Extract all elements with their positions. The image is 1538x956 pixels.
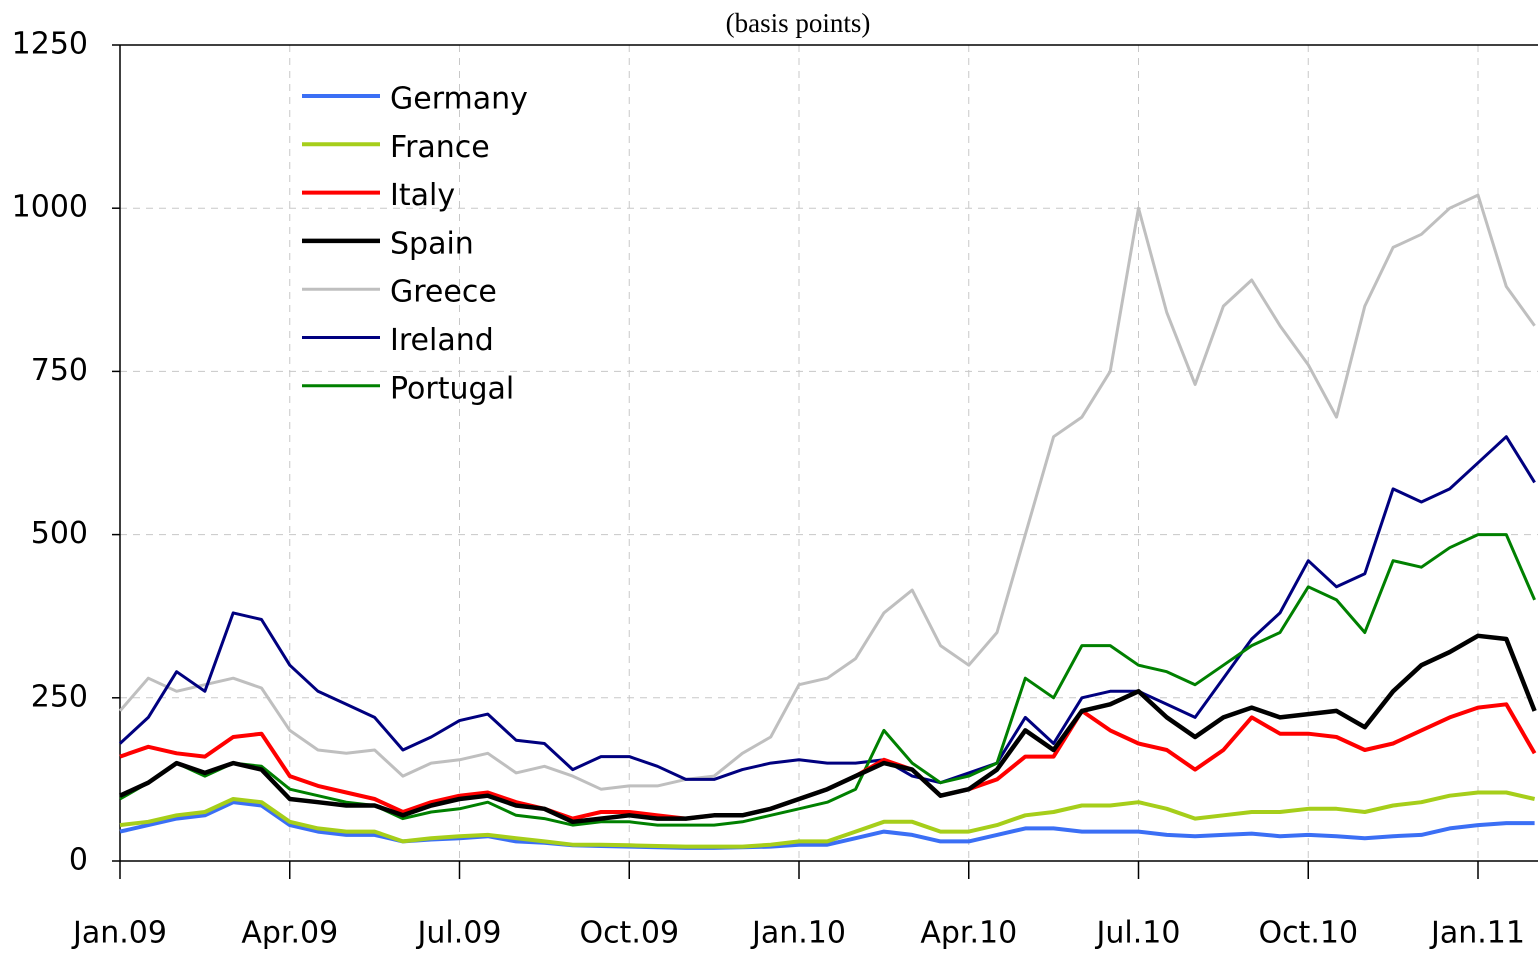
y-tick-label: 1250 (12, 27, 88, 62)
legend-label: Italy (390, 178, 455, 213)
legend-label: Spain (390, 226, 474, 261)
y-tick-label: 500 (31, 516, 88, 551)
x-tick-label: Jan.11 (1429, 916, 1525, 951)
y-tick-label: 1000 (12, 190, 88, 225)
y-tick-label: 750 (31, 353, 88, 388)
legend-label: Greece (390, 275, 497, 310)
series-line (119, 800, 1535, 850)
y-tick-label: 0 (69, 843, 88, 878)
x-tick-label: Jan.09 (71, 916, 167, 951)
x-tick-label: Jan.10 (750, 916, 846, 951)
legend-label: Ireland (390, 323, 494, 358)
legend-label: Germany (390, 82, 528, 117)
legend-label: Portugal (390, 371, 514, 406)
legend-label: France (390, 130, 490, 165)
x-tick-label: Apr.09 (241, 916, 338, 951)
x-tick-label: Jul.10 (1095, 916, 1181, 951)
y-tick-label: 250 (31, 679, 88, 714)
chart-title: (basis points) (726, 8, 871, 38)
series-line (119, 533, 1536, 827)
x-tick-label: Apr.10 (920, 916, 1017, 951)
x-tick-label: Oct.09 (579, 916, 679, 951)
series-line (119, 633, 1537, 825)
series-line (118, 193, 1536, 791)
series-line (118, 435, 1536, 785)
series-line (119, 790, 1536, 849)
x-tick-label: Jul.09 (416, 916, 502, 951)
x-tick-label: Oct.10 (1258, 916, 1358, 951)
